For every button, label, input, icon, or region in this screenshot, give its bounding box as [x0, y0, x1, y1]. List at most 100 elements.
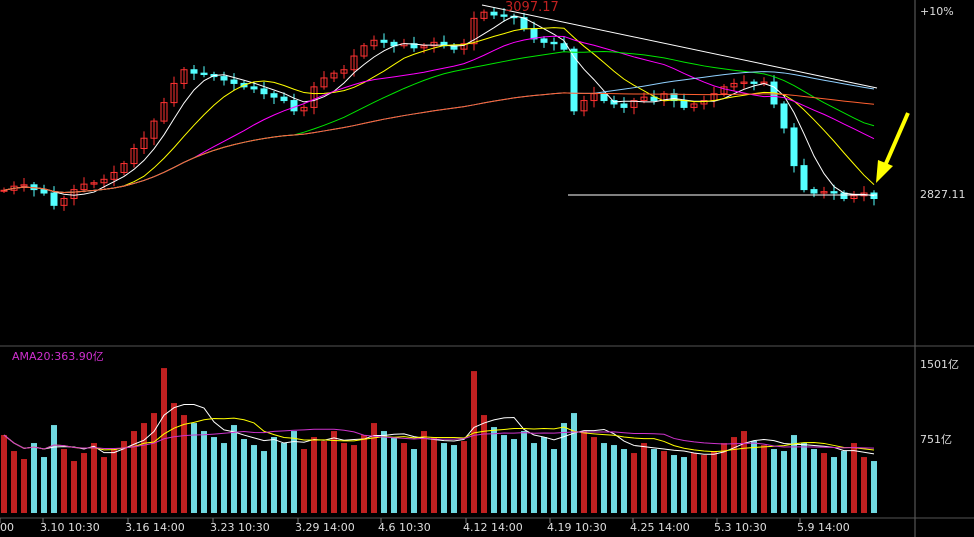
volume-bar: [71, 461, 77, 513]
volume-bar: [521, 431, 527, 513]
volume-bar: [771, 449, 777, 513]
candle-body: [170, 82, 178, 104]
volume-axis-label-high: 1501亿: [920, 358, 959, 371]
x-tick-label: 4.19 10:30: [547, 521, 607, 534]
x-tick-label: 3.29 14:00: [295, 521, 355, 534]
volume-bar: [11, 451, 17, 513]
candle-body: [100, 178, 108, 184]
volume-bar: [1, 435, 7, 513]
volume-bar: [251, 445, 257, 513]
candle-body: [340, 69, 348, 74]
volume-bar: [121, 441, 127, 513]
volume-bar: [131, 431, 137, 513]
volume-bar: [681, 457, 687, 513]
candle-body: [200, 72, 208, 76]
candle-body: [570, 48, 578, 112]
candle-body: [650, 96, 658, 102]
candle-body: [250, 86, 258, 90]
volume-bar: [161, 368, 167, 513]
candle-body: [720, 86, 728, 95]
candle-body: [280, 96, 288, 102]
volume-bar: [101, 457, 107, 513]
volume-bar: [701, 455, 707, 513]
candle-body: [550, 41, 558, 45]
volume-bar: [111, 449, 117, 513]
ma5-line: [3, 15, 875, 197]
volume-bar: [731, 437, 737, 513]
volume-bar: [621, 449, 627, 513]
volume-bar: [441, 443, 447, 513]
candle-body: [500, 14, 508, 17]
candle-body: [420, 45, 428, 49]
volume-bar: [41, 457, 47, 513]
volume-bar: [651, 449, 657, 513]
candle-body: [70, 189, 78, 199]
volume-bar: [551, 449, 557, 513]
volume-bar: [611, 445, 617, 513]
volume-bar: [221, 443, 227, 513]
volume-bar: [511, 439, 517, 513]
volume-bar: [361, 435, 367, 513]
volume-bar: [81, 453, 87, 513]
arrow-icon: [876, 160, 893, 183]
candle-body: [320, 77, 328, 88]
volume-bar: [841, 451, 847, 513]
x-tick-label: 4.6 10:30: [378, 521, 431, 534]
volume-bar: [601, 443, 607, 513]
volume-bar: [571, 413, 577, 513]
volume-bar: [91, 443, 97, 513]
volume-bar: [381, 431, 387, 513]
volume-bar: [581, 431, 587, 513]
candle-body: [850, 195, 858, 199]
volume-bar: [341, 443, 347, 513]
volume-bar: [61, 449, 67, 513]
candle-body: [470, 17, 478, 45]
candle-body: [810, 189, 818, 194]
candle-body: [530, 28, 538, 40]
candle-body: [290, 100, 298, 112]
volume-ma10-line: [3, 417, 875, 453]
price-axis-label-pct: +10%: [920, 5, 954, 18]
ma10-line: [3, 27, 875, 194]
volume-bar: [281, 443, 287, 513]
volume-bar: [141, 423, 147, 513]
candle-body: [0, 189, 8, 192]
volume-bar: [691, 453, 697, 513]
candle-body: [300, 106, 308, 112]
volume-bar: [371, 423, 377, 513]
candle-body: [580, 100, 588, 112]
volume-axis-label-mid: 751亿: [920, 433, 952, 446]
volume-bar: [411, 449, 417, 513]
candle-body: [830, 191, 838, 194]
volume-bar: [241, 439, 247, 513]
volume-bar: [501, 435, 507, 513]
candle-body: [330, 72, 338, 79]
volume-bar: [661, 451, 667, 513]
volume-bar: [861, 457, 867, 513]
candle-body: [690, 103, 698, 108]
candle-body: [680, 100, 688, 108]
volume-bar: [271, 437, 277, 513]
candle-body: [80, 183, 88, 191]
x-tick-label: 4.25 14:00: [630, 521, 690, 534]
volume-bar: [431, 437, 437, 513]
candle-body: [740, 81, 748, 84]
volume-bar: [421, 431, 427, 513]
candle-body: [730, 82, 738, 88]
candle-body: [820, 191, 828, 194]
candle-body: [20, 184, 28, 187]
volume-bar: [171, 403, 177, 513]
candle-body: [790, 127, 798, 167]
volume-bar: [291, 431, 297, 513]
volume-bar: [711, 451, 717, 513]
candle-body: [350, 55, 358, 71]
candle-body: [700, 100, 708, 105]
volume-bar: [761, 445, 767, 513]
x-tick-label: 3.23 10:30: [210, 521, 270, 534]
candle-body: [360, 45, 368, 57]
volume-bar: [791, 435, 797, 513]
volume-bar: [641, 443, 647, 513]
candle-body: [110, 171, 118, 180]
